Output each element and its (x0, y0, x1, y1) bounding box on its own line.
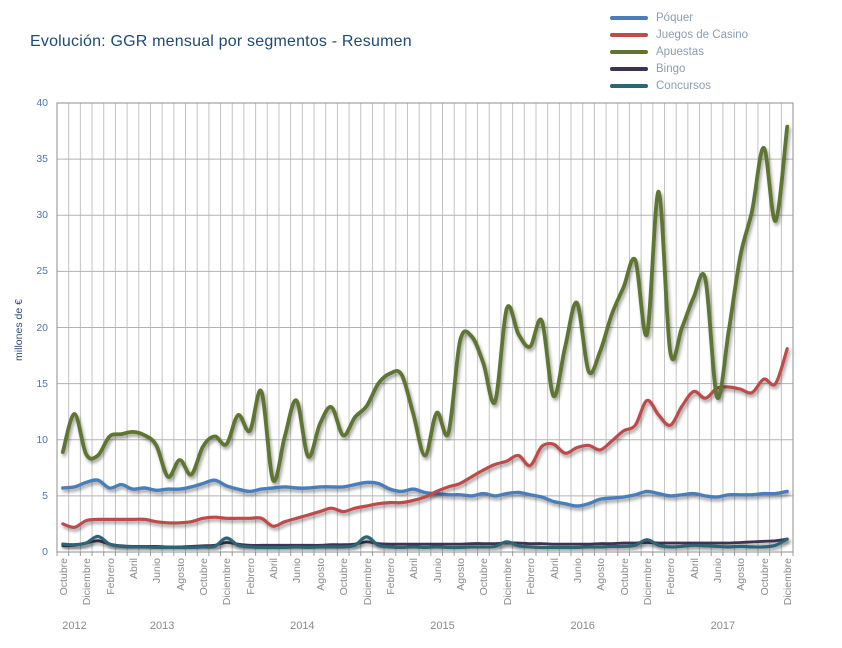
x-tick-label: Agosto (455, 558, 468, 591)
legend-label: Apuestas (656, 45, 704, 58)
x-tick-label: Diciembre (221, 558, 234, 606)
legend-line-swatch (610, 66, 648, 71)
y-tick-label: 0 (42, 546, 48, 558)
plot-border (56, 102, 794, 553)
x-tick-label: Febrero (384, 558, 397, 595)
series-line-concursos (61, 534, 789, 550)
x-tick-label: Agosto (595, 558, 608, 591)
legend-item: Póquer (610, 9, 748, 26)
x-tick-label: Abril (268, 558, 281, 580)
x-tick-label: Abril (408, 558, 421, 580)
x-tick-label: Febrero (665, 558, 678, 595)
x-tick-label: Diciembre (501, 558, 514, 606)
legend-line-swatch (610, 49, 648, 54)
x-tick-label: Abril (548, 558, 561, 580)
legend-line-swatch (610, 32, 648, 37)
x-tick-label: Febrero (104, 558, 117, 595)
legend-line-swatch (610, 83, 648, 88)
legend-label: Juegos de Casino (656, 28, 749, 41)
y-tick-label: 10 (36, 433, 48, 446)
legend-item: Apuestas (610, 43, 748, 60)
x-tick-label: Junio (291, 558, 304, 584)
year-label: 2017 (710, 620, 736, 632)
series-line-apuestas (60, 124, 790, 483)
x-tick-label: Diciembre (361, 558, 374, 606)
year-label: 2016 (570, 620, 595, 632)
x-tick-label: Agosto (314, 558, 327, 591)
legend-label: Bingo (656, 62, 686, 75)
x-tick-label: Junio (151, 558, 164, 584)
y-tick-label: 30 (36, 209, 48, 222)
x-tick-label: Agosto (735, 558, 748, 591)
x-tick-label: Octubre (478, 558, 491, 596)
y-tick-label: 5 (42, 489, 48, 502)
legend: Póquer Juegos de Casino Apuestas Bingo Concu… (610, 9, 748, 94)
legend-item: Bingo (610, 60, 748, 77)
year-label: 2012 (62, 620, 87, 632)
x-tick-label: Diciembre (81, 558, 94, 606)
x-tick-label: Febrero (244, 558, 257, 595)
year-label: 2015 (430, 620, 455, 632)
legend-label: Póquer (656, 11, 694, 24)
y-tick-label: 20 (36, 321, 48, 334)
x-tick-label: Abril (127, 558, 140, 580)
x-tick-label: Octubre (198, 558, 211, 596)
y-tick-label: 40 (36, 97, 48, 109)
legend-item: Juegos de Casino (610, 26, 748, 43)
x-tick-label: Abril (688, 558, 701, 580)
year-label: 2014 (290, 620, 315, 632)
legend-line-swatch (610, 15, 648, 20)
legend-label: Concursos (656, 79, 711, 92)
x-tick-label: Octubre (338, 558, 351, 596)
x-tick-label: Diciembre (782, 558, 795, 606)
series-line-p-quer (61, 478, 789, 508)
x-tick-label: Agosto (174, 558, 187, 591)
y-tick-label: 15 (36, 377, 48, 390)
x-tick-label: Junio (571, 558, 584, 584)
x-tick-label: Octubre (758, 558, 771, 596)
legend-item: Concursos (610, 77, 748, 94)
year-label: 2013 (149, 620, 175, 632)
chart-title: Evolución: GGR mensual por segmentos - R… (30, 33, 412, 50)
x-tick-label: Junio (712, 558, 725, 584)
x-tick-label: Febrero (525, 558, 538, 595)
x-tick-label: Diciembre (641, 558, 654, 606)
x-tick-label: Octubre (618, 558, 631, 596)
y-tick-label: 35 (36, 153, 48, 166)
x-tick-label: Octubre (57, 558, 70, 596)
y-tick-label: 25 (36, 265, 48, 278)
x-tick-label: Junio (431, 558, 444, 584)
series-line-juegos-de-casino (61, 347, 789, 529)
